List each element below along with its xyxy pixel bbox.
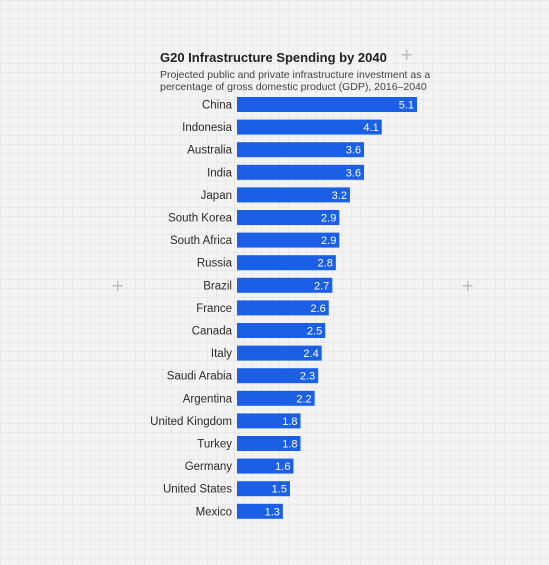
value-label: 1.8 xyxy=(282,416,297,428)
bar xyxy=(237,390,315,406)
category-label: United Kingdom xyxy=(150,416,232,428)
category-label: Germany xyxy=(185,461,233,473)
bar xyxy=(237,436,301,451)
bar xyxy=(237,232,340,248)
value-label: 1.6 xyxy=(275,461,290,473)
bar xyxy=(237,119,382,135)
category-label: Japan xyxy=(201,190,232,202)
value-label: 2.9 xyxy=(321,235,336,247)
bar xyxy=(237,323,326,338)
category-label: India xyxy=(207,167,233,179)
bar xyxy=(237,142,365,158)
bar xyxy=(237,413,301,429)
bar xyxy=(237,300,329,316)
category-label: France xyxy=(196,303,232,315)
bar xyxy=(237,164,365,180)
category-label: United States xyxy=(163,484,232,496)
bar xyxy=(237,97,417,112)
value-label: 2.2 xyxy=(296,393,311,405)
category-label: Indonesia xyxy=(182,122,232,134)
value-label: 4.1 xyxy=(363,122,378,134)
value-label: 2.8 xyxy=(318,258,333,270)
value-label: 2.3 xyxy=(300,371,315,383)
bar xyxy=(237,503,283,519)
bar xyxy=(237,345,322,361)
category-label: Brazil xyxy=(203,280,232,292)
category-label: South Korea xyxy=(168,213,233,225)
bar xyxy=(237,277,333,293)
plus-decoration-icon: + xyxy=(111,276,125,295)
category-label: Australia xyxy=(187,145,232,157)
category-label: Russia xyxy=(197,258,233,270)
bar xyxy=(237,210,340,225)
value-label: 3.6 xyxy=(346,167,361,179)
bar xyxy=(237,458,294,474)
value-label: 1.5 xyxy=(272,484,287,496)
value-label: 2.7 xyxy=(314,280,329,292)
bar xyxy=(237,481,290,497)
category-label: Turkey xyxy=(197,439,232,451)
category-label: South Africa xyxy=(170,235,233,247)
value-label: 2.4 xyxy=(303,348,318,360)
category-label: Argentina xyxy=(183,393,233,405)
value-label: 2.6 xyxy=(310,303,325,315)
chart-title: G20 Infrastructure Spending by 2040 xyxy=(160,50,387,65)
bar xyxy=(237,368,319,384)
value-label: 1.3 xyxy=(265,506,280,518)
plus-decoration-icon: + xyxy=(461,276,475,295)
bar xyxy=(237,255,336,271)
bar xyxy=(237,187,350,203)
category-label: Canada xyxy=(192,326,233,338)
chart-subtitle: Projected public and private infrastruct… xyxy=(160,69,431,93)
value-label: 3.6 xyxy=(346,145,361,157)
plus-decoration-icon: + xyxy=(400,45,414,64)
category-label: Saudi Arabia xyxy=(167,371,233,383)
category-label: Mexico xyxy=(196,506,232,518)
category-label: China xyxy=(202,100,233,112)
value-label: 5.1 xyxy=(399,100,414,112)
value-label: 2.5 xyxy=(307,326,322,338)
value-label: 2.9 xyxy=(321,213,336,225)
value-label: 1.8 xyxy=(282,439,297,451)
category-label: Italy xyxy=(211,348,232,360)
value-label: 3.2 xyxy=(332,190,347,202)
